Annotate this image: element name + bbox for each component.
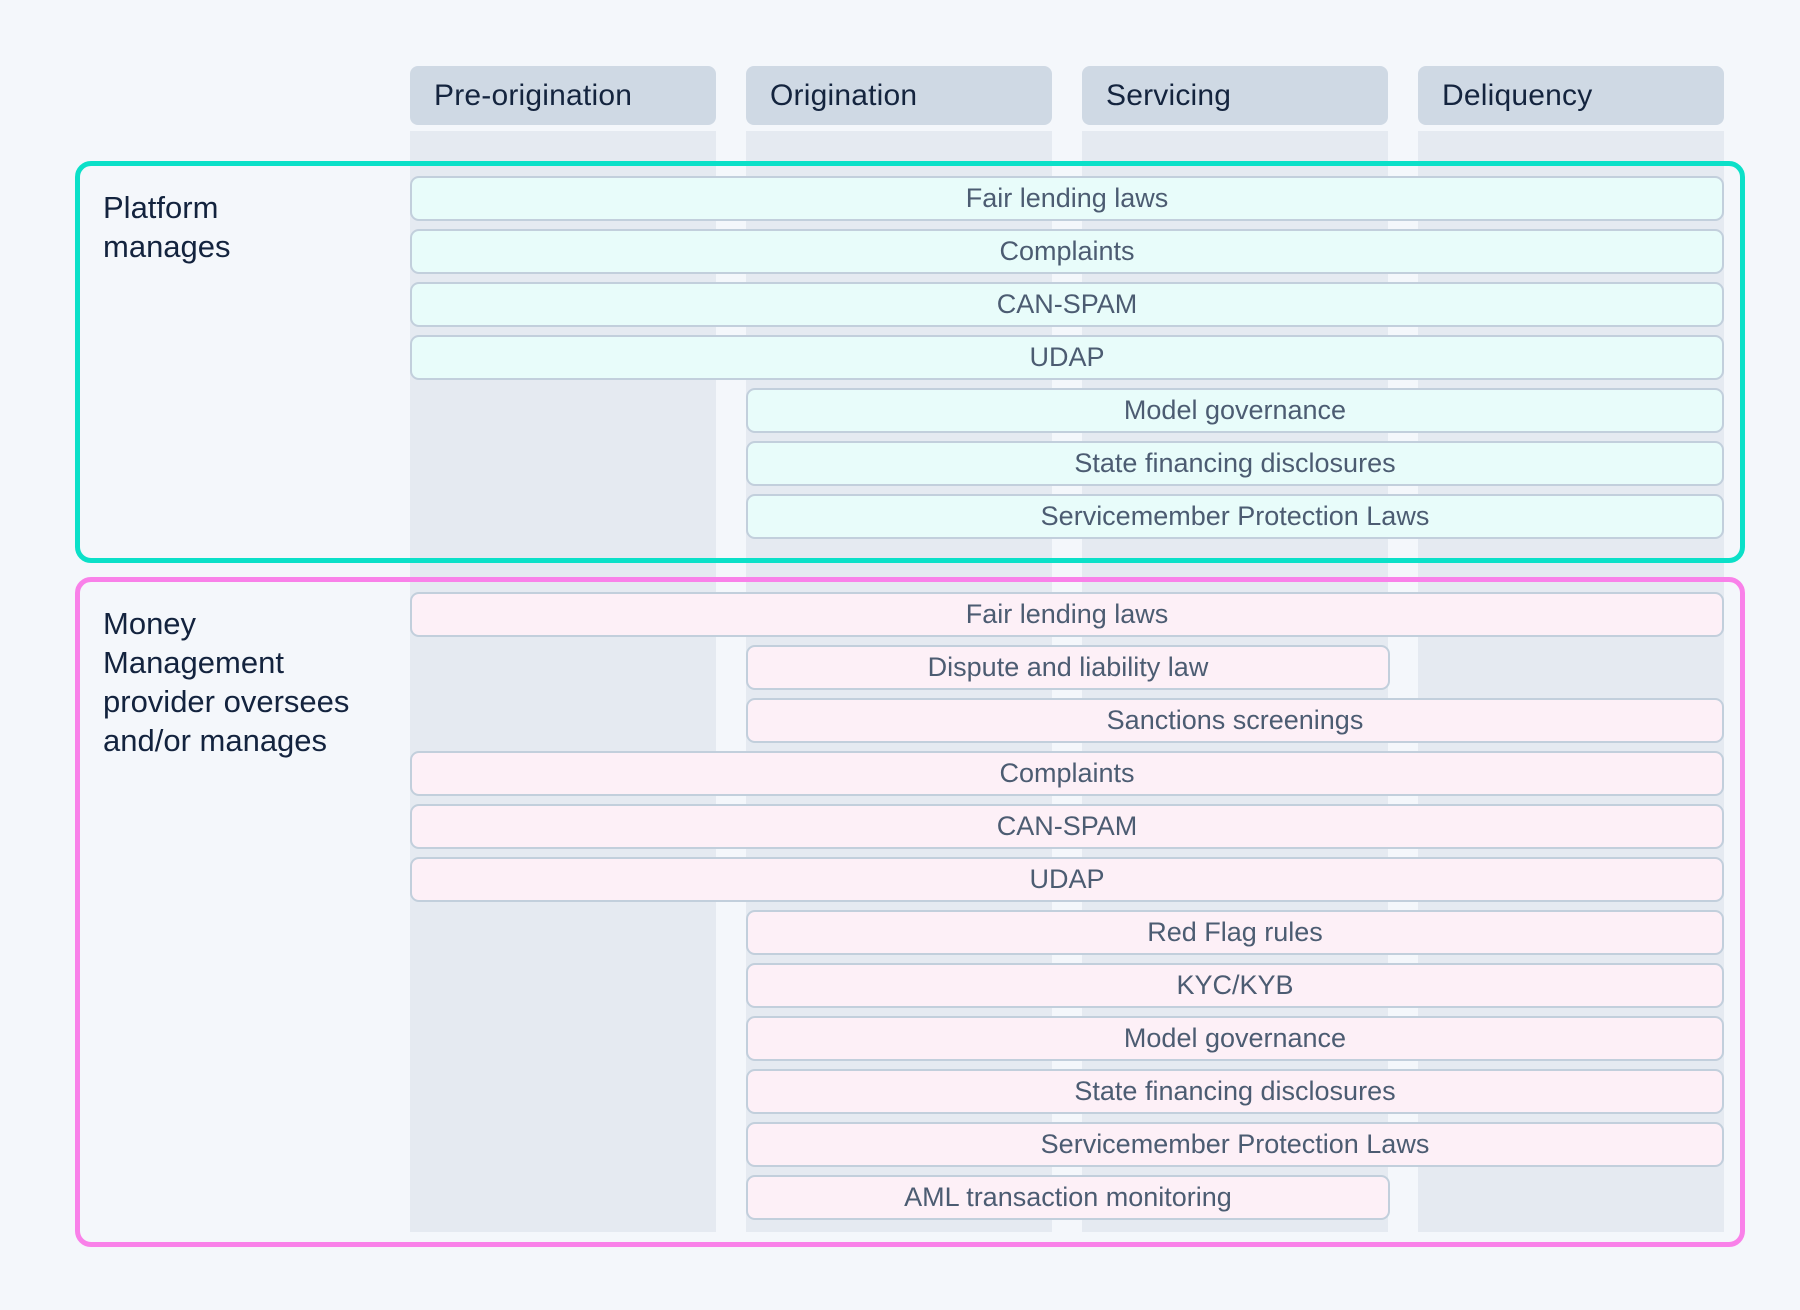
platform-bar-servicemember-protection-laws: Servicemember Protection Laws	[746, 494, 1724, 539]
platform-bar-udap: UDAP	[410, 335, 1724, 380]
mm-bar-dispute-and-liability-law: Dispute and liability law	[746, 645, 1390, 690]
platform-bar-fair-lending-laws: Fair lending laws	[410, 176, 1724, 221]
mm-bar-fair-lending-laws: Fair lending laws	[410, 592, 1724, 637]
mm-bar-state-financing-disclosures: State financing disclosures	[746, 1069, 1724, 1114]
money-management-section-label: Money Management provider oversees and/o…	[103, 606, 350, 758]
mm-bar-red-flag-rules: Red Flag rules	[746, 910, 1724, 955]
mm-bar-sanctions-screenings: Sanctions screenings	[746, 698, 1724, 743]
platform-section-label: Platform manages	[103, 190, 231, 264]
platform-bar-state-financing-disclosures: State financing disclosures	[746, 441, 1724, 486]
mm-bar-complaints: Complaints	[410, 751, 1724, 796]
platform-bar-can-spam: CAN-SPAM	[410, 282, 1724, 327]
mm-bar-servicemember-protection-laws: Servicemember Protection Laws	[746, 1122, 1724, 1167]
mm-bar-aml-transaction-monitoring: AML transaction monitoring	[746, 1175, 1390, 1220]
mm-bar-kyc-kyb: KYC/KYB	[746, 963, 1724, 1008]
column-header-pre-origination: Pre-origination	[410, 66, 716, 125]
column-header-origination: Origination	[746, 66, 1052, 125]
mm-bar-udap: UDAP	[410, 857, 1724, 902]
platform-bar-model-governance: Model governance	[746, 388, 1724, 433]
column-header-servicing: Servicing	[1082, 66, 1388, 125]
column-header-deliquency: Deliquency	[1418, 66, 1724, 125]
platform-bar-complaints: Complaints	[410, 229, 1724, 274]
mm-bar-model-governance: Model governance	[746, 1016, 1724, 1061]
mm-bar-can-spam: CAN-SPAM	[410, 804, 1724, 849]
